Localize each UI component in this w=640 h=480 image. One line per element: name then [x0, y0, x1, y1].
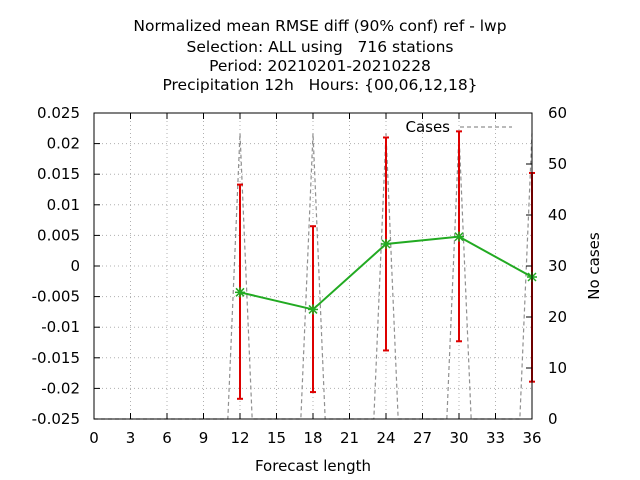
- x-tick-label: 12: [230, 429, 249, 447]
- x-tick-label: 3: [126, 429, 136, 447]
- mean-point: [308, 304, 318, 315]
- chart-title-line-2: Selection: ALL using 716 stations: [186, 38, 454, 56]
- x-tick-label: 33: [486, 429, 505, 447]
- y-tick-label: 0.025: [37, 104, 80, 122]
- x-tick-label: 30: [449, 429, 468, 447]
- x-tick-label: 9: [199, 429, 209, 447]
- x-axis-label: Forecast length: [255, 457, 371, 475]
- x-tick-label: 0: [89, 429, 99, 447]
- y-tick-label: -0.005: [32, 288, 80, 306]
- y-tick-label: -0.015: [32, 349, 80, 367]
- x-tick-label: 18: [303, 429, 322, 447]
- y2-tick-label: 40: [548, 206, 567, 224]
- x-tick-label: 15: [267, 429, 286, 447]
- y2-axis-label: No cases: [585, 232, 603, 300]
- chart-title-line-3: Period: 20210201-20210228: [209, 57, 431, 75]
- mean-point: [381, 238, 391, 249]
- y-tick-label: -0.02: [41, 379, 80, 397]
- y-tick-label: 0.005: [37, 226, 80, 244]
- error-bars: [237, 130, 535, 400]
- y-tick-label: 0.02: [47, 135, 80, 153]
- y-tick-label: -0.025: [32, 410, 80, 428]
- y2-tick-label: 0: [548, 410, 558, 428]
- y-tick-label: -0.01: [41, 318, 80, 336]
- y2-tick-label: 20: [548, 308, 567, 326]
- y-tick-label: 0: [70, 257, 80, 275]
- x-tick-label: 36: [522, 429, 541, 447]
- x-tick-label: 6: [162, 429, 172, 447]
- y2-tick-label: 60: [548, 104, 567, 122]
- legend-label-cases: Cases: [405, 118, 450, 136]
- y2-tick-label: 10: [548, 359, 567, 377]
- y-tick-label: 0.01: [47, 196, 80, 214]
- grid: [94, 113, 532, 419]
- x-tick-label: 27: [413, 429, 432, 447]
- x-tick-label: 24: [376, 429, 395, 447]
- axis-ticks: 0 3 6 9 12 15 18 21 24 27 30 33 360.0250.020.0150.01…: [32, 104, 567, 447]
- y-tick-label: 0.015: [37, 165, 80, 183]
- x-tick-label: 21: [340, 429, 359, 447]
- y2-tick-label: 30: [548, 257, 567, 275]
- mean-point: [235, 287, 245, 298]
- chart-title-line-1: Normalized mean RMSE diff (90% conf) ref…: [133, 17, 507, 35]
- y2-tick-label: 50: [548, 155, 567, 173]
- mean-series: [235, 231, 537, 315]
- legend: Cases: [405, 118, 512, 136]
- mean-point: [454, 231, 464, 242]
- chart-title-line-4: Precipitation 12h Hours: {00,06,12,18}: [162, 76, 478, 94]
